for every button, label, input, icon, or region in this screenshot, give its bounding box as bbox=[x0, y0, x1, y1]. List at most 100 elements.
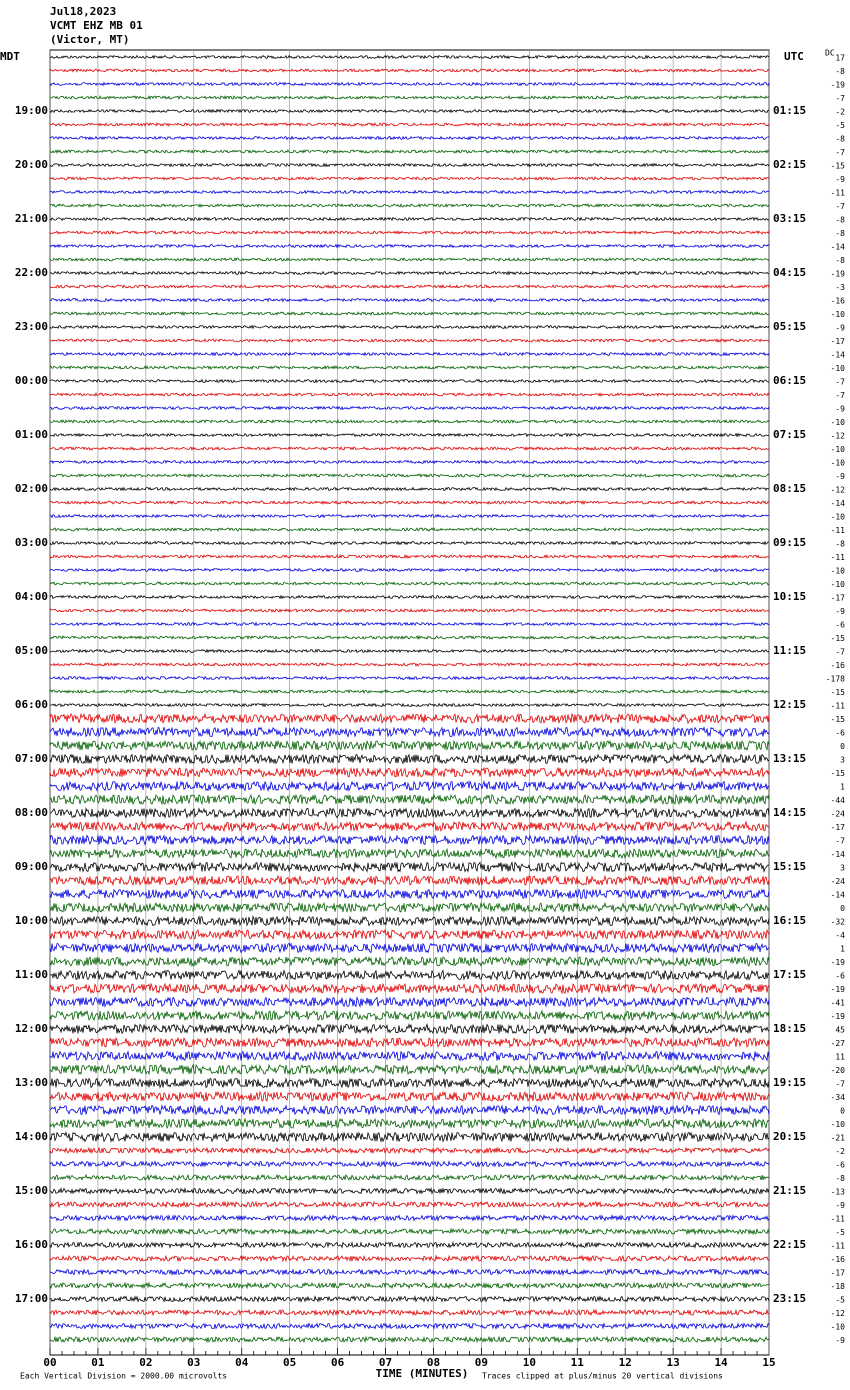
dc-offset: -19 bbox=[831, 985, 846, 994]
dc-offset: -11 bbox=[831, 553, 846, 562]
hour-label-left: 11:00 bbox=[15, 968, 48, 981]
trace bbox=[49, 621, 770, 627]
dc-offset: -7 bbox=[835, 202, 845, 211]
dc-offset: -41 bbox=[831, 999, 846, 1008]
dc-offset: -14 bbox=[831, 499, 846, 508]
dc-offset: -9 bbox=[835, 607, 845, 616]
trace bbox=[49, 928, 770, 941]
trace bbox=[49, 284, 770, 289]
trace bbox=[49, 1063, 770, 1076]
hour-label-left: 17:00 bbox=[15, 1292, 48, 1305]
hour-label-right: 23:15 bbox=[773, 1292, 806, 1305]
hour-label-left: 06:00 bbox=[15, 698, 48, 711]
x-tick-label: 08 bbox=[427, 1356, 440, 1369]
dc-offset: -11 bbox=[831, 702, 846, 711]
dc-offset: -5 bbox=[835, 121, 845, 130]
hour-label-right: 08:15 bbox=[773, 482, 806, 495]
x-tick-label: 03 bbox=[187, 1356, 200, 1369]
x-tick-label: 07 bbox=[379, 1356, 392, 1369]
dc-offset: -178 bbox=[826, 675, 845, 684]
trace bbox=[49, 635, 770, 641]
trace bbox=[49, 1077, 770, 1089]
trace bbox=[49, 753, 770, 765]
hour-label-right: 15:15 bbox=[773, 860, 806, 873]
dc-offset: -15 bbox=[831, 162, 846, 171]
trace bbox=[49, 148, 770, 155]
hour-label-left: 07:00 bbox=[15, 752, 48, 765]
dc-offset: -16 bbox=[831, 661, 846, 670]
dc-offset: -10 bbox=[831, 513, 846, 522]
hour-label-right: 18:15 bbox=[773, 1022, 806, 1035]
trace bbox=[49, 1146, 770, 1155]
dc-offset: 3 bbox=[840, 756, 845, 765]
dc-offset: -3 bbox=[835, 283, 845, 292]
trace bbox=[49, 1281, 770, 1290]
trace bbox=[49, 176, 770, 181]
trace bbox=[49, 392, 770, 397]
dc-offset: -17 bbox=[831, 337, 846, 346]
trace bbox=[49, 861, 770, 873]
dc-offset: -8 bbox=[835, 229, 845, 238]
trace bbox=[49, 108, 770, 114]
dc-offset: -24 bbox=[831, 877, 846, 886]
trace bbox=[49, 739, 770, 752]
trace bbox=[49, 513, 770, 519]
trace bbox=[49, 1322, 770, 1330]
trace bbox=[49, 996, 770, 1008]
dc-offset: -8 bbox=[835, 256, 845, 265]
hour-label-right: 19:15 bbox=[773, 1076, 806, 1089]
hour-label-right: 07:15 bbox=[773, 428, 806, 441]
dc-offset: 3 bbox=[840, 864, 845, 873]
trace bbox=[49, 1036, 770, 1048]
location: (Victor, MT) bbox=[50, 33, 129, 46]
hour-label-left: 04:00 bbox=[15, 590, 48, 603]
dc-offset: -16 bbox=[831, 297, 846, 306]
x-tick-label: 11 bbox=[571, 1356, 585, 1369]
trace bbox=[49, 351, 770, 357]
trace bbox=[49, 81, 770, 87]
x-tick-label: 10 bbox=[523, 1356, 536, 1369]
dc-offset: -5 bbox=[835, 1228, 845, 1237]
dc-offset: -6 bbox=[835, 621, 845, 630]
dc-offset: -14 bbox=[831, 891, 846, 900]
dc-offset: -8 bbox=[835, 1174, 845, 1183]
dc-offset: -8 bbox=[835, 540, 845, 549]
hour-label-left: 16:00 bbox=[15, 1238, 48, 1251]
trace bbox=[49, 162, 770, 168]
dc-offset: -15 bbox=[831, 769, 846, 778]
trace bbox=[49, 1335, 770, 1344]
x-tick-label: 04 bbox=[235, 1356, 249, 1369]
dc-offset: -19 bbox=[831, 958, 846, 967]
trace bbox=[49, 1117, 770, 1130]
trace bbox=[49, 446, 770, 451]
dc-offset: -10 bbox=[831, 1120, 846, 1129]
hour-label-right: 03:15 bbox=[773, 212, 806, 225]
hour-label-right: 21:15 bbox=[773, 1184, 806, 1197]
station: VCMT EHZ MB 01 bbox=[50, 19, 143, 32]
plot-frame bbox=[49, 49, 770, 1356]
trace bbox=[49, 689, 770, 695]
trace bbox=[49, 54, 770, 60]
dc-offset: -11 bbox=[831, 1215, 846, 1224]
trace bbox=[49, 324, 770, 330]
dc-offset: -19 bbox=[831, 81, 846, 90]
hour-label-right: 02:15 bbox=[773, 158, 806, 171]
trace bbox=[50, 527, 770, 532]
trace bbox=[49, 567, 770, 573]
trace bbox=[49, 648, 770, 654]
trace bbox=[49, 982, 770, 995]
trace bbox=[49, 793, 770, 806]
dc-offset: 1 bbox=[840, 783, 845, 792]
trace bbox=[49, 1173, 770, 1182]
dc-offset: -10 bbox=[831, 445, 846, 454]
trace bbox=[49, 473, 770, 479]
dc-offset: -9 bbox=[835, 1336, 845, 1345]
dc-offset: -20 bbox=[831, 1066, 846, 1075]
hour-label-right: 12:15 bbox=[773, 698, 806, 711]
hour-label-right: 01:15 bbox=[773, 104, 806, 117]
dc-offset: -9 bbox=[835, 1201, 845, 1210]
hour-label-left: 03:00 bbox=[15, 536, 48, 549]
trace bbox=[49, 135, 770, 141]
trace bbox=[49, 1186, 770, 1195]
